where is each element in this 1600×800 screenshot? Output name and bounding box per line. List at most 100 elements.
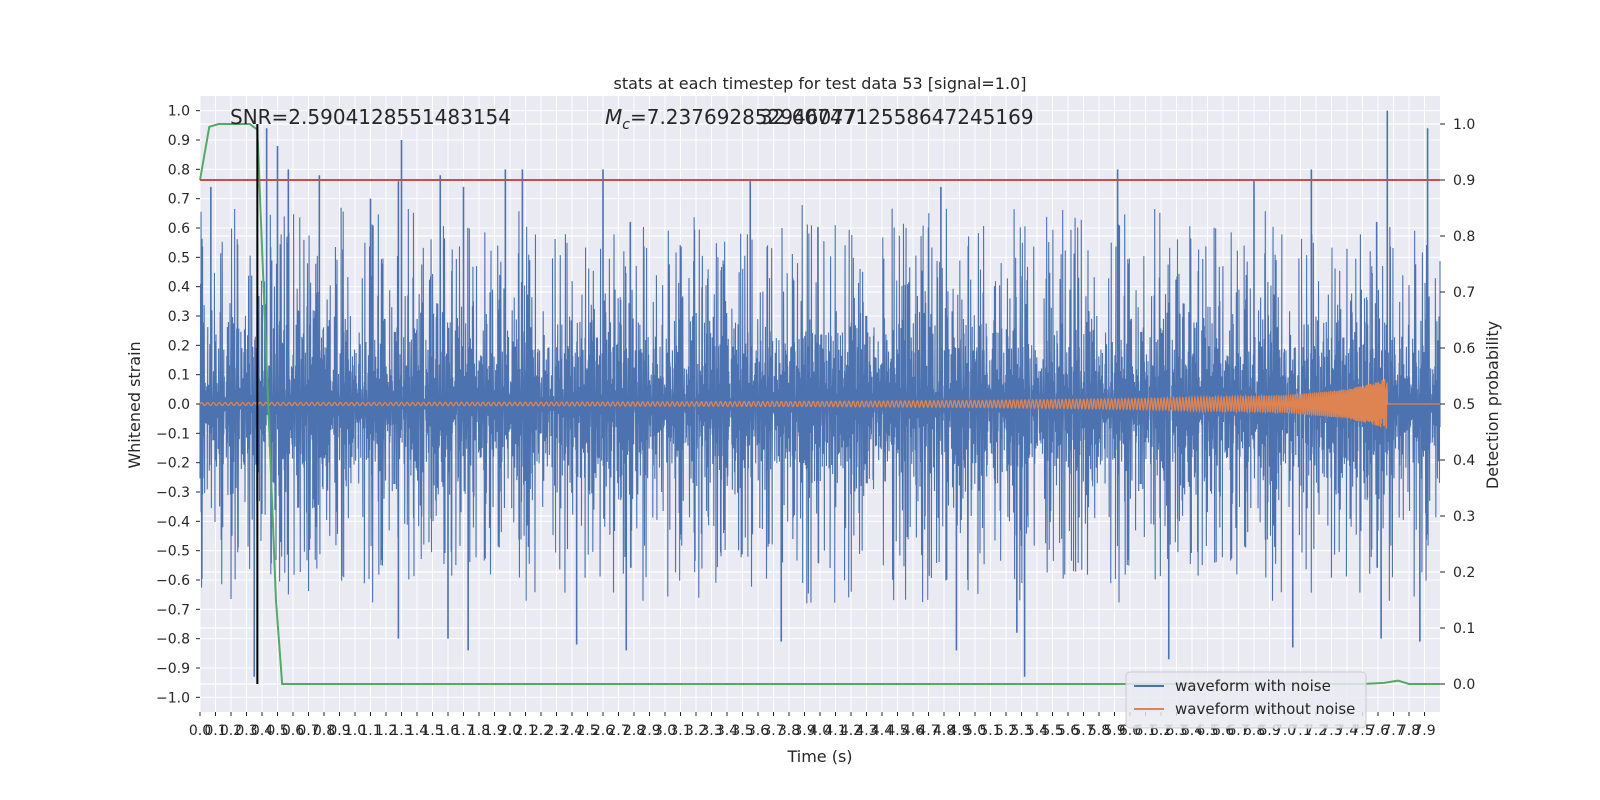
series-detection-probability bbox=[199, 123, 1440, 685]
noise-trace bbox=[199, 205, 1441, 604]
x-tick-label: 5.4 bbox=[1026, 723, 1048, 739]
x-tick-label: 4.7 bbox=[917, 723, 939, 739]
x-tick-label: 3.3 bbox=[700, 723, 722, 739]
x-tick-label: 3.5 bbox=[731, 723, 753, 739]
y-tick-label: −0.6 bbox=[156, 573, 190, 589]
probability-trace bbox=[199, 123, 1440, 685]
x-tick-label: 4.3 bbox=[855, 723, 877, 739]
x-tick-label: 4.2 bbox=[840, 723, 862, 739]
x-tick-label: 7.8 bbox=[1398, 723, 1420, 739]
x-tick-label: 5.3 bbox=[1010, 723, 1032, 739]
x-tick-label: 2.6 bbox=[592, 723, 614, 739]
series-waveform-without-noise bbox=[199, 378, 1440, 429]
mc-value: =7.237692852946077 bbox=[630, 105, 857, 129]
y2-tick-label: 0.2 bbox=[1453, 565, 1475, 581]
x-tick-label: 5.8 bbox=[1088, 723, 1110, 739]
legend: waveform with noise waveform without noi… bbox=[1125, 671, 1367, 729]
x-tick-label: 3.2 bbox=[685, 723, 707, 739]
y2-tick-label: 0.3 bbox=[1453, 509, 1475, 525]
x-tick-label: 4.9 bbox=[948, 723, 970, 739]
y-tick-label: 0.9 bbox=[168, 133, 190, 149]
x-tick-label: 0.4 bbox=[251, 723, 273, 739]
y2-tick-label: 0.5 bbox=[1453, 397, 1475, 413]
y-tick-label: −0.1 bbox=[156, 426, 190, 442]
y-tick-label: 0.5 bbox=[168, 250, 190, 266]
x-tick-label: 3.1 bbox=[669, 723, 691, 739]
x-tick-label: 4.0 bbox=[809, 723, 831, 739]
x-tick-label: 1.5 bbox=[421, 723, 443, 739]
x-tick-label: 3.0 bbox=[654, 723, 676, 739]
x-tick-label: 1.3 bbox=[390, 723, 412, 739]
x-tick-label: 3.9 bbox=[793, 723, 815, 739]
y-tick-label: −0.5 bbox=[156, 544, 190, 560]
x-tick-label: 5.6 bbox=[1057, 723, 1079, 739]
x-tick-label: 2.9 bbox=[638, 723, 660, 739]
x-tick-label: 2.2 bbox=[530, 723, 552, 739]
series-waveform-with-noise bbox=[199, 110, 1441, 677]
y2-tick-label: 0.8 bbox=[1453, 229, 1475, 245]
x-tick-label: 0.3 bbox=[235, 723, 257, 739]
x-tick-label: 1.7 bbox=[452, 723, 474, 739]
x-tick-label: 2.4 bbox=[561, 723, 583, 739]
x-tick-label: 4.6 bbox=[902, 723, 924, 739]
y2-tick-label: 0.4 bbox=[1453, 453, 1475, 469]
x-tick-label: 0.7 bbox=[297, 723, 319, 739]
chirp-trace bbox=[199, 378, 1440, 429]
y2-tick-label: 0.1 bbox=[1453, 621, 1475, 637]
x-tick-label: 0.1 bbox=[204, 723, 226, 739]
y-tick-label: −0.2 bbox=[156, 456, 190, 472]
x-tick-label: 2.7 bbox=[607, 723, 629, 739]
x-tick-label: 2.0 bbox=[499, 723, 521, 739]
y2-axis-label: Detection probability bbox=[1483, 321, 1502, 489]
y-tick-label: 0.1 bbox=[168, 368, 190, 384]
y-tick-label: −0.4 bbox=[156, 514, 190, 530]
y-tick-label: 1.0 bbox=[168, 104, 190, 120]
y-tick-label: 0.2 bbox=[168, 338, 190, 354]
x-tick-label: 1.4 bbox=[406, 723, 428, 739]
x-tick-label: 5.5 bbox=[1041, 723, 1063, 739]
y-tick-label: −0.3 bbox=[156, 485, 190, 501]
y-tick-label: 0.3 bbox=[168, 309, 190, 325]
x-tick-label: 5.7 bbox=[1072, 723, 1094, 739]
mc-annotation: Mc=7.237692852946077 bbox=[605, 105, 857, 133]
x-tick-label: 1.8 bbox=[468, 723, 490, 739]
y2-tick-label: 0.0 bbox=[1453, 677, 1475, 693]
x-tick-label: 7.6 bbox=[1367, 723, 1389, 739]
x-tick-label: 7.7 bbox=[1382, 723, 1404, 739]
mc-subscript: c bbox=[622, 117, 630, 133]
x-tick-label: 0.2 bbox=[220, 723, 242, 739]
x-tick-label: 1.2 bbox=[375, 723, 397, 739]
x-tick-label: 0.9 bbox=[328, 723, 350, 739]
axes: 0.00.10.20.30.40.50.60.70.80.91.01.11.21… bbox=[156, 104, 1475, 739]
x-tick-label: 0.0 bbox=[189, 723, 211, 739]
y2-tick-label: 0.7 bbox=[1453, 285, 1475, 301]
y2-tick-label: 1.0 bbox=[1453, 117, 1475, 133]
x-tick-label: 4.4 bbox=[871, 723, 893, 739]
chart-title: stats at each timestep for test data 53 … bbox=[614, 74, 1027, 93]
y-tick-label: −1.0 bbox=[156, 690, 190, 706]
y2-tick-label: 0.6 bbox=[1453, 341, 1475, 357]
y-tick-label: 0.6 bbox=[168, 221, 190, 237]
x-tick-label: 5.9 bbox=[1103, 723, 1125, 739]
y-tick-label: −0.9 bbox=[156, 661, 190, 677]
y-tick-label: −0.7 bbox=[156, 602, 190, 618]
x-tick-label: 3.6 bbox=[747, 723, 769, 739]
x-tick-label: 2.5 bbox=[576, 723, 598, 739]
x-tick-label: 2.8 bbox=[623, 723, 645, 739]
mc-symbol: M bbox=[605, 105, 622, 129]
y2-tick-label: 0.9 bbox=[1453, 173, 1475, 189]
y-tick-label: 0.8 bbox=[168, 162, 190, 178]
legend-label-clean: waveform without noise bbox=[1175, 700, 1355, 718]
x-tick-label: 1.0 bbox=[344, 723, 366, 739]
x-tick-label: 5.1 bbox=[979, 723, 1001, 739]
y-tick-label: −0.8 bbox=[156, 632, 190, 648]
x-tick-label: 3.4 bbox=[716, 723, 738, 739]
x-tick-label: 7.9 bbox=[1413, 723, 1435, 739]
x-tick-label: 0.6 bbox=[282, 723, 304, 739]
y-tick-label: 0.0 bbox=[168, 397, 190, 413]
x-axis-label: Time (s) bbox=[786, 747, 852, 766]
x-tick-label: 5.0 bbox=[964, 723, 986, 739]
x-tick-label: 5.2 bbox=[995, 723, 1017, 739]
x-tick-label: 3.8 bbox=[778, 723, 800, 739]
